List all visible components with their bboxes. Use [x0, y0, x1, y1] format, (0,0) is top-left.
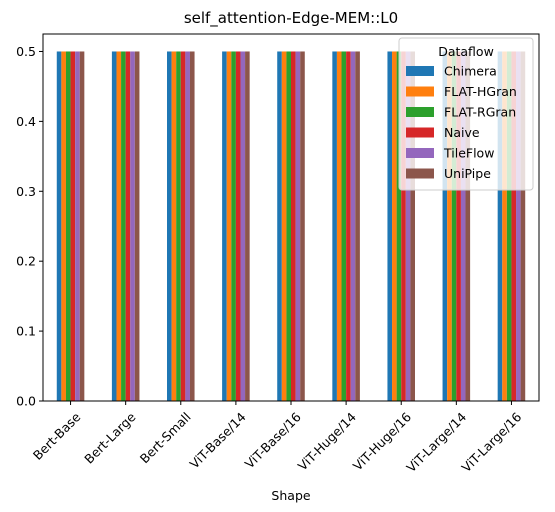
bar — [240, 51, 246, 401]
bar — [134, 51, 140, 401]
bar — [125, 51, 131, 401]
bar — [291, 51, 296, 401]
legend-label: UniPipe — [444, 166, 491, 181]
x-tick-label: Bert-Base — [30, 409, 84, 463]
bar — [167, 51, 172, 401]
legend-label: Chimera — [444, 64, 497, 79]
bar — [451, 51, 457, 401]
chart-title: self_attention-Edge-MEM::L0 — [184, 9, 398, 28]
legend-swatch — [406, 107, 434, 117]
legend-swatch — [406, 66, 434, 76]
x-tick-label: ViT-Base/14 — [187, 409, 249, 471]
legend-swatch — [406, 148, 434, 158]
bar — [401, 51, 406, 401]
legend-swatch — [406, 127, 434, 138]
bar — [231, 51, 236, 401]
bar — [511, 51, 517, 401]
plot-frame — [42, 33, 540, 402]
bar — [336, 51, 342, 401]
bar — [456, 51, 461, 401]
bar — [520, 51, 526, 401]
bar — [56, 51, 62, 401]
bar — [497, 51, 503, 401]
bar — [70, 51, 76, 401]
bar — [281, 51, 287, 401]
legend-label: Naive — [444, 125, 480, 140]
bar — [111, 51, 117, 401]
legend-title: Dataflow — [438, 44, 494, 59]
bar — [226, 51, 232, 401]
bar — [502, 51, 507, 401]
legend-swatch — [406, 86, 434, 97]
bar — [332, 51, 337, 401]
bar — [235, 51, 241, 401]
bar — [350, 51, 356, 401]
bar — [121, 51, 126, 401]
bar — [79, 51, 85, 401]
bar — [65, 51, 71, 401]
bar — [277, 51, 282, 401]
x-axis: Bert-BaseBert-LargeBert-SmallViT-Base/14… — [30, 401, 524, 475]
bars-group — [56, 51, 526, 401]
x-tick-label: Bert-Small — [137, 409, 194, 466]
bar — [176, 51, 181, 401]
bar — [506, 51, 512, 401]
bar — [465, 51, 471, 401]
bar — [222, 51, 227, 401]
bar — [245, 51, 250, 401]
bar — [355, 51, 360, 401]
x-axis-label: Shape — [271, 488, 310, 503]
y-tick-label: 0.2 — [16, 254, 36, 269]
bar — [189, 51, 195, 401]
bar — [286, 51, 291, 401]
legend-label: FLAT-HGran — [444, 84, 517, 99]
bar — [460, 51, 466, 401]
legend: Dataflow Chimera FLAT-HGran FLAT-RGran Naive… — [398, 37, 534, 191]
y-tick-label: 0.1 — [16, 324, 36, 339]
bar — [300, 51, 305, 401]
bar — [180, 51, 186, 401]
bar — [116, 51, 122, 401]
legend-label: FLAT-RGran — [444, 105, 516, 120]
legend-label: TileFlow — [443, 146, 494, 161]
bar — [295, 51, 301, 401]
bar — [346, 51, 351, 401]
y-axis: 0.0 0.1 0.2 0.3 0.4 0.5 — [16, 44, 43, 409]
bar — [75, 51, 80, 401]
y-tick-label: 0.0 — [16, 394, 36, 409]
bar — [185, 51, 190, 401]
bar — [516, 51, 521, 401]
bar — [410, 51, 415, 401]
bar — [171, 51, 177, 401]
legend-swatch — [406, 168, 434, 179]
bar — [447, 51, 452, 401]
y-tick-label: 0.5 — [16, 44, 36, 59]
bar — [387, 51, 393, 401]
x-tick-label: ViT-Huge/14 — [295, 409, 359, 473]
bar — [130, 51, 135, 401]
bar — [442, 51, 448, 401]
bar — [61, 51, 66, 401]
bar — [341, 51, 347, 401]
bar — [392, 51, 397, 401]
y-tick-label: 0.4 — [16, 114, 36, 129]
bar — [396, 51, 402, 401]
bar — [405, 51, 411, 401]
x-tick-label: Bert-Large — [81, 409, 138, 466]
y-tick-label: 0.3 — [16, 184, 36, 199]
